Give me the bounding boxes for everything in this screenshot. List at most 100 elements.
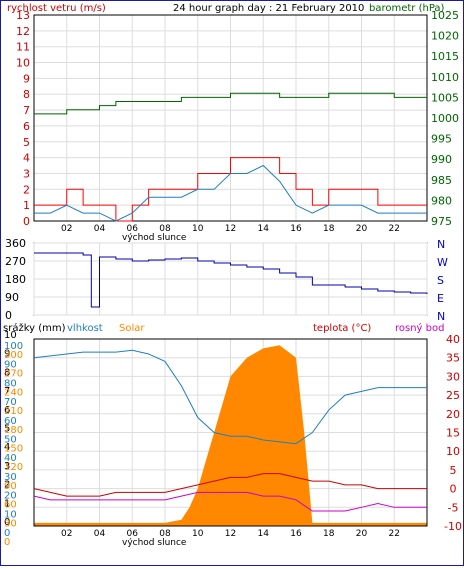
solar-legend: Solar [119,323,145,334]
panel3-solar-tick-label: 30 [4,518,17,529]
panel1-x-tick-label: 16 [290,224,302,234]
panel1-left-tick-label: 1 [23,199,30,212]
barometer-line [34,92,427,115]
panel3-plot-area [33,338,428,527]
panel3-solar-tick-label: 180 [4,425,23,436]
dewpoint-line [33,491,427,512]
panel1-x-tick-label: 14 [258,224,270,234]
panel3-humidity-tick-label: 90 [4,360,17,371]
panel1-x-tick-label: 08 [159,224,171,234]
panel3-solar-tick-label: 150 [4,444,23,455]
panel3-humidity-tick-label: 60 [4,416,17,427]
panel3-x-tick-label: 04 [94,529,106,539]
panel3-right-tick-label: 20 [446,408,460,421]
panel1-right-tick-label: 1020 [431,30,459,43]
panel1-left-tick-label: 5 [23,136,30,149]
panel3-solar-tick-label: 90 [4,481,17,492]
panel1-x-tick-label: 04 [94,224,106,234]
panel3-humidity-tick-label: 100 [4,341,23,352]
panel3-x-tick-label: 16 [290,529,302,539]
panel1-x-tick-label: 06 [127,224,139,234]
panel3-precip-tick-label: 2 [4,480,10,491]
panel3-x-tick-label: 20 [356,529,368,539]
panel3-sunrise-label: východ slunce [122,538,187,548]
panel3-solar-tick-label: 240 [4,387,23,398]
wind-legend: rychlost vetru (m/s) [7,3,106,14]
panel1-x-tick-label: 18 [323,224,335,234]
panel2-right-tick-label: N [437,310,445,323]
panel3-solar-tick-label: 210 [4,406,23,417]
panel3-humidity-tick-label: 30 [4,472,17,483]
precip-legend: srážky (mm) [3,322,66,334]
panel2-right-tick-label: W [437,256,448,269]
panel3-humidity-tick-label: 20 [4,491,17,502]
panel3-right-tick-label: -10 [444,520,462,533]
panel3-x-tick-label: 02 [61,529,72,539]
panel3-solar-tick-label: 120 [4,462,23,473]
panel3-right-tick-label: 5 [450,464,457,477]
panel3-x-tick-label: 18 [323,529,335,539]
panel1-left-tick-label: 10 [16,57,30,70]
panel1-right-tick-label: 1010 [431,71,459,84]
panel1-grid [33,14,428,222]
humidity-legend: vlhkost [67,323,103,334]
panel1-right-tick-label: 1005 [431,91,459,104]
panel2-left-tick-label: 90 [5,291,19,304]
panel3-right-tick-label: 0 [450,483,457,496]
panel3-x-tick-label: 14 [258,529,270,539]
wind-average-line [34,164,427,222]
panel3-x-tick-label: 10 [192,529,204,539]
temperature-legend: teplota (°C) [313,323,371,334]
panel1-right-tick-label: 990 [431,153,452,166]
panel2-right-tick-label: S [437,274,444,287]
panel3-precip-tick-label: 8 [4,367,10,378]
panel2-left-tick-label: 360 [5,237,26,250]
panel3-humidity-tick-label: 10 [4,509,17,520]
panel3-solar-tick-label: 60 [4,500,17,511]
solar-area [34,345,427,526]
panel3-solar-tick-label: 300 [4,350,23,361]
panel1-x-tick-label: 10 [192,224,204,234]
chart-title: 24 hour graph day : 21 February 2010 [173,3,364,14]
panel1-left-tick-label: 7 [23,104,30,117]
panel1-x-tick-label: 02 [61,224,72,234]
panel3-solar-tick-label: 270 [4,369,23,380]
panel1-left-tick-label: 12 [16,25,30,38]
panel3-right-tick-label: -5 [448,501,459,514]
panel3-humidity-tick-label: 50 [4,435,17,446]
panel3-precip-tick-label: 0 [4,517,10,528]
barometer-legend: barometr (hPa) [369,3,445,14]
panel1-right-tick-label: 975 [431,215,452,228]
panel3-right-tick-label: 40 [446,333,460,346]
panel3-x-ticks: 02 04 06 08 10 12 14 16 18 20 22 [61,529,400,539]
panel1-x-ticks: 02 04 06 08 10 12 14 16 18 20 22 [61,224,400,234]
panel2-right-tick-label: N [437,238,445,251]
panel3-right-tick-label: 25 [446,389,460,402]
panel3-x-tick-label: 06 [127,529,139,539]
panel3-precip-tick-label: 9 [4,349,10,360]
panel2-left-tick-label: 270 [5,255,26,268]
panel1-x-tick-label: 20 [356,224,368,234]
panel3-humidity-tick-label: 70 [4,397,17,408]
panel3-x-tick-label: 08 [159,529,171,539]
panel3-x-tick-label: 12 [225,529,236,539]
panel1-left-tick-label: 9 [23,72,30,85]
panel1-right-tick-label: 1015 [431,50,459,63]
panel3-precip-tick-label: 6 [4,405,10,416]
panel2-left-tick-label: 180 [5,273,26,286]
panel2-left-tick-label: 0 [5,309,12,322]
panel3-humidity-tick-label: 40 [4,453,17,464]
panel1-left-tick-label: 11 [16,41,30,54]
panel3-humidity-tick-label: 0 [4,528,10,539]
panel1-left-tick-label: 3 [23,167,30,180]
wind-direction-line [34,252,428,308]
panel3-right-tick-label: 15 [446,427,460,440]
panel3-precip-tick-label: 10 [4,330,17,341]
panel1-left-tick-label: 4 [23,152,30,165]
panel1-sunrise-label: východ slunce [122,233,187,243]
panel2-grid [33,242,428,316]
